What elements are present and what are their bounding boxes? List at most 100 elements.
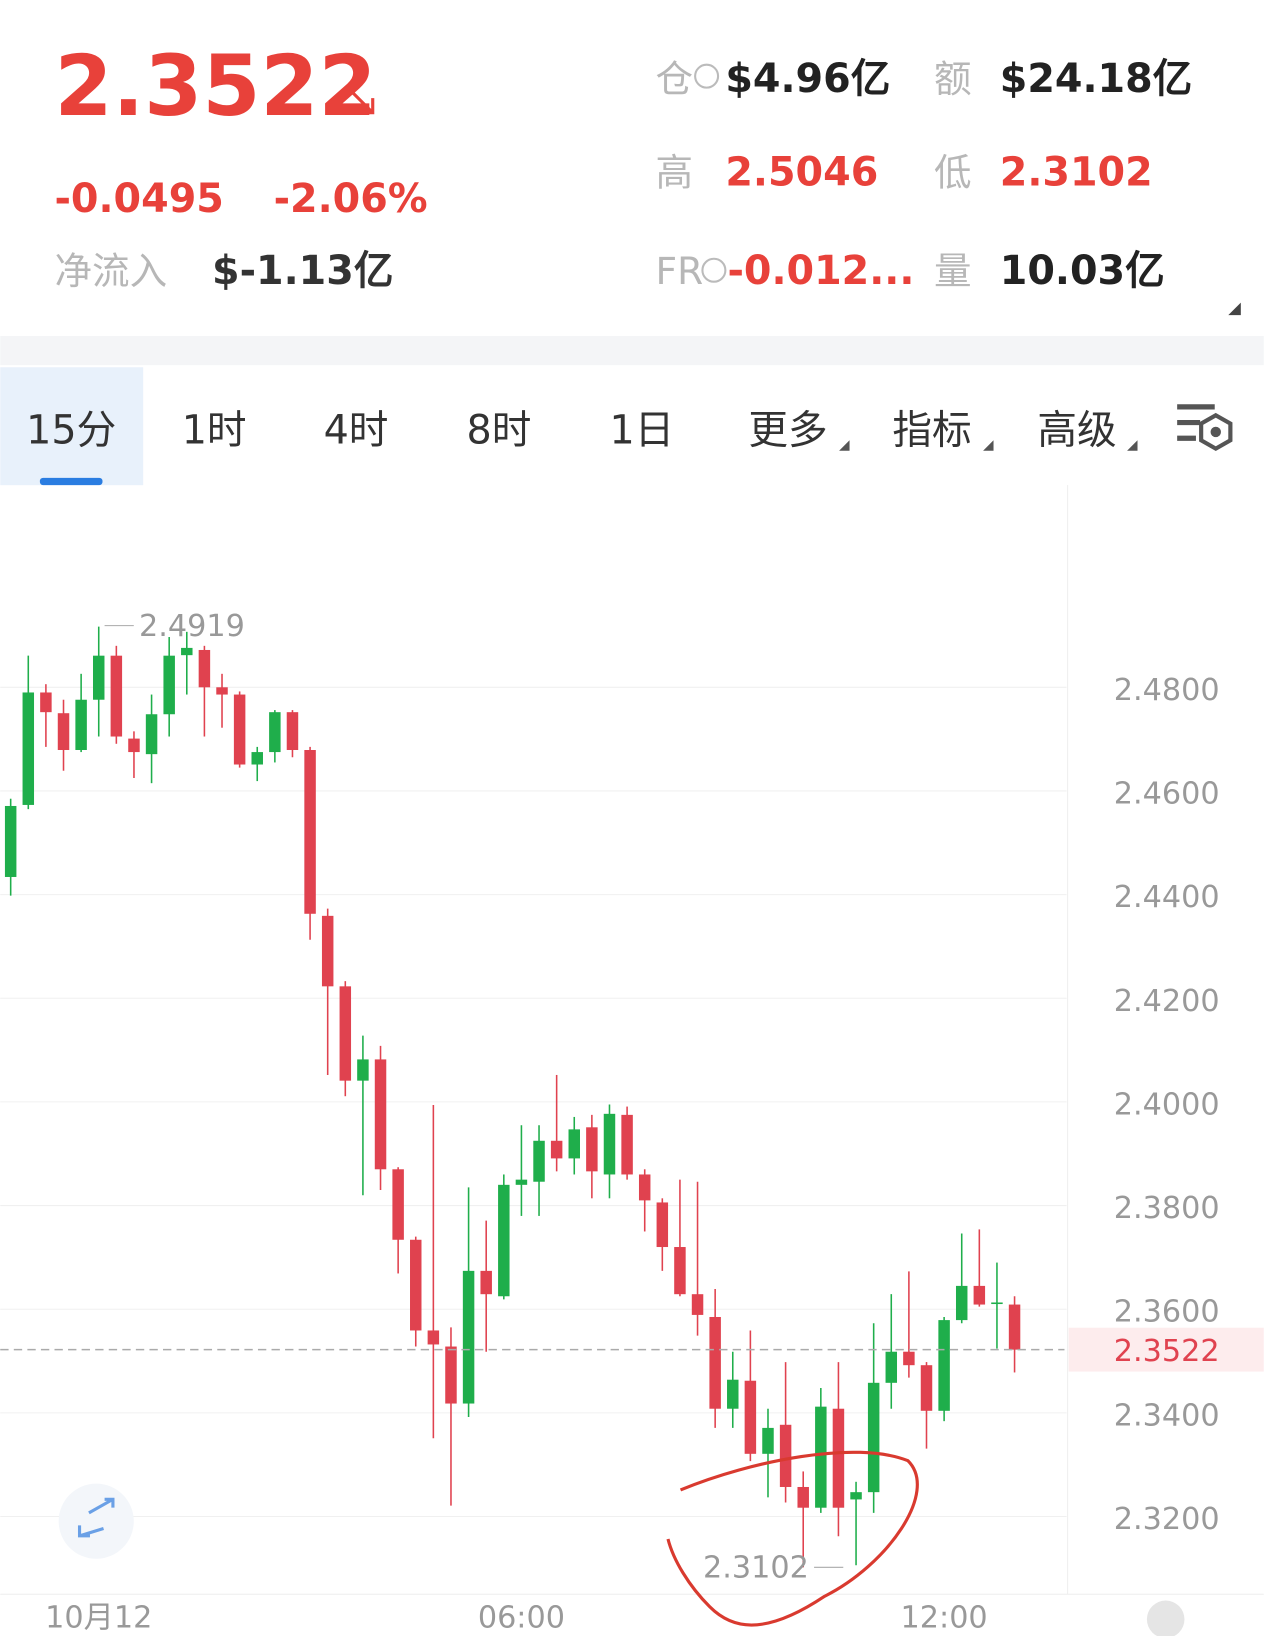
y-tick-label: 2.4200: [1114, 984, 1220, 1019]
stat-label: 高: [655, 151, 693, 195]
x-tick-label: 06:00: [478, 1601, 565, 1636]
candle-body: [621, 1114, 633, 1175]
candle-body: [128, 738, 140, 753]
candle-body: [955, 1285, 968, 1321]
hand-drawn-circle: [666, 1450, 919, 1627]
tab[interactable]: 高级: [1037, 407, 1116, 453]
candle-body: [357, 1059, 369, 1081]
dropdown-marks: [839, 440, 1138, 451]
tab[interactable]: 15分: [26, 407, 116, 453]
help-icon[interactable]: [701, 257, 727, 283]
candle-body: [498, 1184, 510, 1297]
candle-body: [533, 1140, 545, 1182]
candle-body: [938, 1320, 950, 1411]
candle-body: [427, 1330, 440, 1345]
candle-body: [973, 1285, 986, 1305]
y-tick-label: 2.3400: [1114, 1398, 1220, 1433]
candle-body: [709, 1316, 721, 1409]
candle-body: [727, 1379, 739, 1409]
candle-body: [867, 1382, 880, 1493]
candle-body: [4, 805, 17, 877]
net-inflow-label: 净流入: [54, 249, 167, 293]
tab-selected-bg: [0, 367, 144, 486]
fullscreen-button[interactable]: [58, 1483, 134, 1559]
separator: [0, 335, 1264, 366]
help-icon[interactable]: [694, 63, 720, 89]
x-tick-label: 10月12: [45, 1601, 152, 1636]
candle-body: [797, 1486, 809, 1508]
candle-body: [638, 1174, 651, 1201]
candle-body: [885, 1351, 898, 1383]
candle-body: [216, 687, 228, 695]
expand-triangle[interactable]: [1228, 302, 1241, 316]
candle-body: [832, 1408, 845, 1508]
y-tick-label: 2.4800: [1114, 673, 1220, 708]
candle-body: [762, 1427, 774, 1454]
candle-body: [991, 1302, 1003, 1305]
stat-value: 2.5046: [725, 150, 878, 196]
candle-body: [920, 1365, 933, 1411]
candle-body: [339, 986, 352, 1081]
y-tick-label: 2.3200: [1114, 1502, 1220, 1537]
stat-value: 2.3102: [1000, 150, 1153, 196]
candle-body: [286, 712, 299, 751]
stat-value: -0.012...: [727, 248, 914, 294]
settings-icon[interactable]: [1177, 404, 1215, 441]
settings-icon[interactable]: [1199, 412, 1233, 452]
candle-body: [744, 1380, 757, 1454]
k-button[interactable]: [1146, 1600, 1185, 1636]
candle-body: [145, 714, 158, 755]
candle-body: [233, 694, 246, 765]
x-tick-label: 12:00: [901, 1601, 988, 1636]
stat-label: 低: [934, 151, 972, 195]
candle-body: [1008, 1304, 1021, 1350]
candle-body: [586, 1127, 598, 1172]
candle-body: [75, 699, 87, 751]
candle-body: [92, 655, 105, 700]
candle-body: [656, 1202, 669, 1248]
last-price-label: 2.3522: [1114, 1334, 1220, 1369]
fullscreen-icon: [77, 1497, 115, 1538]
candle-body: [850, 1492, 862, 1500]
tab[interactable]: 1日: [609, 407, 674, 453]
candle-body: [550, 1140, 563, 1159]
tab-bar: 15分 1时 4时 8时 1日 更多 指标 高级: [0, 367, 1233, 486]
stat-value: $24.18亿: [1000, 56, 1193, 102]
stat-label: 额: [934, 57, 972, 101]
candle-body: [779, 1424, 792, 1487]
candle-body: [251, 752, 263, 765]
candle-body: [304, 750, 316, 914]
settings-icon: [1210, 426, 1221, 438]
candle-body: [445, 1346, 457, 1404]
stat-value: $4.96亿: [725, 56, 890, 102]
candle-body: [691, 1294, 704, 1315]
stat-label: 量: [934, 249, 972, 293]
candle-body: [515, 1179, 528, 1185]
header: 2.3522 -0.0495 -2.06% 净流入 $-1.13亿 仓 $4.96…: [54, 38, 1241, 316]
candle-body: [674, 1247, 686, 1295]
candle-body: [22, 692, 35, 805]
candle-body: [410, 1239, 422, 1331]
plot: 2.3200 2.3400 2.3600 2.3800 2.4000 2.4200 2.44…: [0, 609, 1264, 1636]
max-marker-label: 2.4919: [139, 609, 245, 644]
candle-body: [374, 1059, 387, 1170]
stat-label: FR: [655, 249, 703, 293]
candle-body: [110, 655, 123, 737]
tab[interactable]: 8时: [467, 407, 532, 453]
stat-value: 10.03亿: [1000, 248, 1165, 294]
candle-body: [321, 915, 334, 987]
tab[interactable]: 4时: [324, 407, 389, 453]
stat-label: 仓: [655, 57, 693, 101]
tab[interactable]: 指标: [892, 407, 971, 453]
tab[interactable]: 1时: [182, 407, 247, 453]
down-arrow: [346, 86, 375, 115]
net-inflow: $-1.13亿: [212, 248, 393, 294]
candle-body: [815, 1406, 827, 1508]
change: -0.0495: [54, 176, 223, 222]
tab[interactable]: 更多: [748, 407, 827, 453]
tab-underline: [39, 477, 103, 486]
candle-body: [269, 712, 281, 753]
